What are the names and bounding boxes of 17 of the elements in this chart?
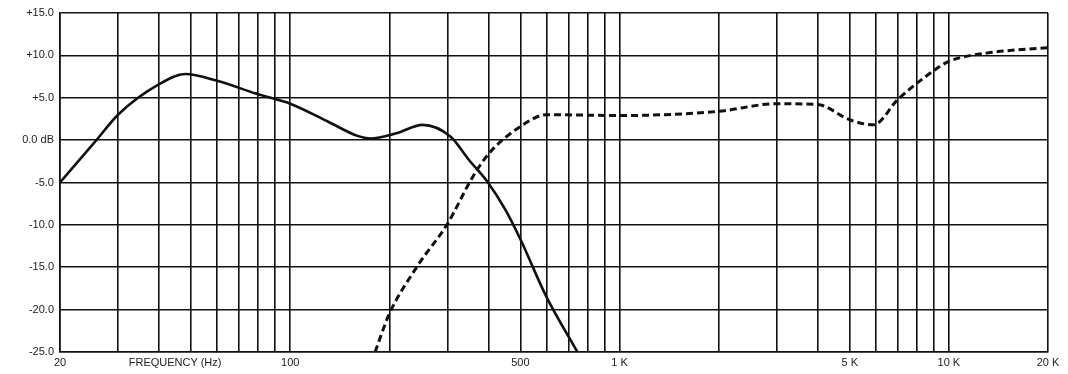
y-tick-label: 0.0 dB — [22, 133, 54, 146]
x-axis-title: FREQUENCY (Hz) — [128, 355, 222, 368]
x-tick-label: 1 K — [611, 355, 629, 368]
x-tick-label: 20 — [53, 355, 67, 368]
x-tick-label: 10 K — [937, 355, 961, 368]
x-tick-label: 5 K — [841, 355, 859, 368]
x-tick-label: 100 — [281, 355, 300, 368]
y-tick-label: -25.0 — [28, 345, 54, 358]
y-tick-label: -10.0 — [28, 217, 54, 230]
y-tick-label: +15.0 — [26, 6, 54, 19]
x-tick-label: 500 — [511, 355, 530, 368]
x-tick-label: 20 K — [1036, 355, 1060, 368]
y-tick-label: -15.0 — [28, 260, 54, 273]
y-tick-label: +5.0 — [32, 90, 54, 103]
y-tick-label: -20.0 — [28, 302, 54, 315]
y-tick-label: -5.0 — [35, 175, 54, 188]
y-tick-label: +10.0 — [26, 48, 54, 61]
